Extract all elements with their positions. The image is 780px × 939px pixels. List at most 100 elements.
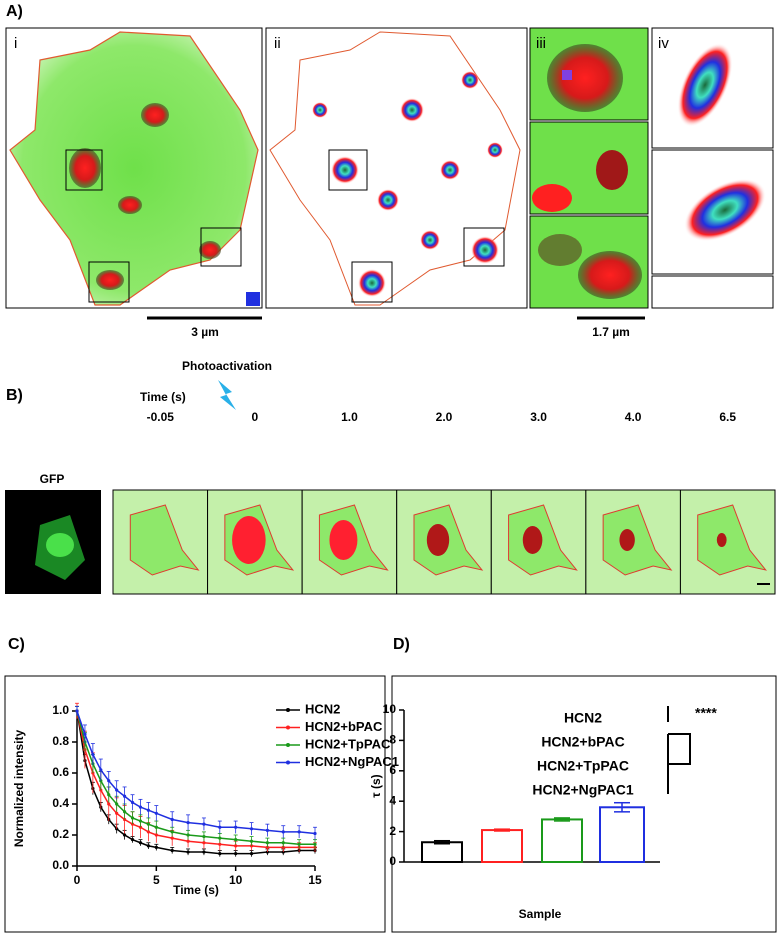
legend-label: HCN2 [564,710,602,726]
panel-frame [4,675,386,933]
y-tick-label: 0.6 [52,765,69,779]
charts: C) 0.0 0.2 0.4 0.6 0.8 1.0 0 5 10 15 Time (s) Normal… [8,636,717,921]
time-value: -0.05 [147,410,175,424]
data-point [186,839,190,843]
data-point [170,830,174,834]
legend-marker [286,708,290,712]
legend-marker [286,725,290,730]
legend-marker [286,760,290,765]
data-point [186,821,190,825]
time-value: 6.5 [719,410,736,424]
y-tick-label: 10 [383,702,397,716]
data-point [115,802,119,806]
gfp-image [5,490,101,594]
data-point [265,841,269,845]
data-point [234,852,238,856]
y-tick-label: 0.2 [52,827,69,841]
significance-bracket [667,706,691,794]
data-point [115,827,119,831]
data-point [115,811,119,815]
cell-outline [697,504,767,576]
activation-spot [232,516,266,564]
data-point [281,830,285,834]
lightning-icon [218,380,236,410]
data-point [154,811,158,815]
bar [421,841,463,863]
data-point [107,793,111,797]
legend-label: HCN2+NgPAC1 [532,782,633,798]
data-point [146,830,150,834]
data-point [234,825,238,829]
panel-label: C) [8,636,25,653]
data-point [107,779,111,783]
data-point [313,831,317,836]
data-point [130,800,135,805]
y-tick-label: 0 [389,854,396,868]
data-point [154,833,158,837]
time-value: 2.0 [436,410,453,424]
x-axis-label: Sample [519,907,562,921]
time-series-frames [112,489,776,595]
data-point [297,830,301,834]
data-point [130,838,135,842]
data-point [218,842,222,846]
data-point [146,822,150,826]
data-point [146,844,150,848]
data-point [123,794,127,798]
data-point [154,845,158,850]
data-point [91,752,95,757]
x-tick-label: 15 [308,873,322,887]
data-point [99,768,103,772]
data-point [138,819,143,823]
panel-label: D) [393,636,410,653]
y-axis-label: τ (s) [369,774,383,797]
time-value: 4.0 [625,410,642,424]
data-point [107,802,111,806]
y-tick-label: 0.4 [52,796,69,810]
activation-spot [329,520,358,560]
cell-outline [602,504,673,576]
legend-label: HCN2+TpPAC [305,736,391,751]
scale-bar-label: 3 µm [191,325,219,339]
data-point [146,808,150,812]
legend-label: HCN2+bPAC [305,719,383,734]
data-point [138,841,143,845]
x-tick-label: 10 [229,873,243,887]
legend-label: HCN2+bPAC [541,734,624,750]
data-point [249,839,254,843]
data-point [186,833,190,837]
y-tick-label: 0.8 [52,734,69,748]
activation-spot [716,533,727,547]
activation-spot [619,529,635,551]
panel-a-iv [651,27,774,309]
data-point [115,788,119,792]
data-point [265,828,269,832]
time-label: Time (s) [140,390,186,404]
data-point [99,788,103,792]
y-tick-label: 0.0 [52,858,69,872]
subpanel-label: ii [274,35,281,52]
subpanel-label: i [14,35,17,52]
data-point [202,834,206,839]
data-point [234,838,238,842]
data-point [154,825,158,829]
bar [599,806,645,864]
legend-label: HCN2+TpPAC [537,758,629,774]
series-line [76,710,316,835]
activation-spot [522,526,543,554]
panel-label: B) [6,387,23,404]
data-point [234,844,238,848]
data-point [170,848,174,853]
time-value: 3.0 [530,410,547,424]
data-point [297,842,301,846]
x-tick-label: 5 [153,873,160,887]
data-point [313,842,317,846]
data-point [123,833,127,837]
time-value: 1.0 [341,410,358,424]
data-point [138,805,143,809]
image-label: GFP [40,472,65,486]
data-point [281,841,285,845]
data-point [170,817,174,822]
subpanel-label: iv [658,35,669,52]
